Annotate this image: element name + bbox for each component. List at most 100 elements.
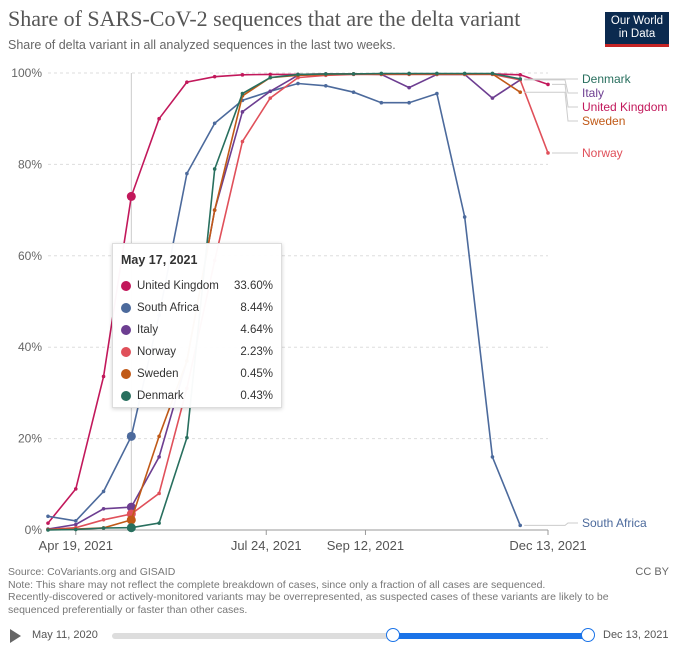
legend-dot-icon [121, 325, 131, 335]
chart-subtitle: Share of delta variant in all analyzed s… [8, 38, 396, 52]
data-point [157, 521, 161, 525]
tooltip-date: May 17, 2021 [121, 253, 198, 267]
tooltip-country: Italy [137, 324, 159, 336]
data-point [126, 515, 136, 525]
data-point [268, 96, 273, 100]
data-point [46, 528, 50, 532]
data-point [490, 96, 495, 100]
x-tick-label: Sep 12, 2021 [327, 538, 404, 553]
data-point [435, 91, 439, 96]
series-end-label: South Africa [582, 516, 647, 530]
timeline-track[interactable] [112, 633, 588, 639]
x-tick-label: Dec 13, 2021 [509, 538, 586, 553]
data-point [518, 90, 523, 94]
tooltip-row: Norway 2.23% [121, 341, 273, 363]
series-end-label: United Kingdom [582, 100, 667, 114]
y-tick-label: 40% [18, 340, 42, 354]
data-point [73, 527, 78, 532]
data-point [351, 90, 356, 94]
series-end-label: Denmark [582, 72, 632, 86]
y-tick-label: 80% [18, 157, 42, 171]
legend-dot-icon [121, 303, 131, 313]
data-point [185, 435, 189, 440]
data-point [101, 374, 106, 379]
timeline-start-handle[interactable] [385, 628, 400, 642]
data-point [157, 491, 161, 496]
data-point [101, 506, 106, 511]
logo-accent-bar [605, 44, 669, 47]
note-line-2: Recently-discovered or actively-monitore… [8, 591, 609, 603]
label-connector [524, 91, 578, 122]
data-point [157, 455, 161, 459]
tooltip-value: 0.45% [240, 368, 273, 380]
data-point [126, 523, 136, 533]
timeline-end-handle[interactable] [581, 628, 595, 642]
series-line [47, 72, 521, 531]
data-point [435, 71, 439, 76]
data-point [462, 215, 467, 219]
data-point [157, 434, 161, 439]
timeline-end-label: Dec 13, 2021 [603, 629, 669, 641]
timeline-start-label: May 11, 2020 [32, 629, 98, 641]
data-point [407, 71, 411, 76]
y-tick-label: 60% [18, 249, 42, 263]
line-chart: 0% 20% 40% 60% 80% 100% Apr 19, 2021 Jul 24, 20… [11, 66, 667, 553]
chart-title: Share of SARS-CoV-2 sequences that are t… [8, 6, 521, 31]
legend-dot-icon [121, 347, 131, 357]
data-point [46, 514, 50, 519]
data-point [240, 110, 245, 114]
data-point [323, 83, 328, 88]
data-point [268, 89, 273, 94]
tooltip-value: 33.60% [233, 280, 273, 292]
license-link[interactable]: CC BY [635, 566, 669, 578]
logo-line-2: in Data [618, 28, 656, 40]
data-point [185, 80, 189, 84]
data-point [296, 81, 300, 86]
data-point [157, 116, 161, 121]
data-point [296, 72, 300, 77]
x-tick-label: Jul 24, 2021 [231, 538, 302, 553]
data-point [212, 121, 217, 126]
data-point [490, 455, 495, 459]
data-point [546, 151, 550, 155]
tooltip-row: Italy 4.64% [121, 319, 273, 341]
data-point [240, 91, 245, 96]
data-point [126, 191, 136, 201]
data-point [101, 489, 106, 494]
data-point [379, 100, 384, 105]
data-point [212, 74, 217, 79]
tooltip-country: United Kingdom [137, 280, 219, 292]
label-connector [552, 83, 578, 108]
tooltip-row: Denmark 0.43% [121, 385, 273, 407]
source-text: Source: CoVariants.org and GISAID [8, 566, 176, 578]
label-connector [524, 522, 578, 526]
tooltip-country: Sweden [137, 368, 179, 380]
data-point [46, 521, 50, 525]
data-point [212, 208, 217, 212]
footer: Source: CoVariants.org and GISAID Note: … [8, 566, 670, 616]
data-point [407, 85, 411, 90]
data-point [101, 526, 106, 530]
tooltip-value: 8.44% [240, 302, 273, 314]
series-end-label: Norway [582, 146, 623, 160]
y-tick-label: 100% [11, 66, 42, 80]
data-point [407, 100, 411, 105]
tooltip-value: 0.43% [240, 390, 273, 402]
y-tick-label: 0% [25, 523, 43, 537]
x-tick-label: Apr 19, 2021 [39, 538, 113, 553]
series-end-label: Sweden [582, 114, 625, 128]
note-line-1: Note: This share may not reflect the com… [8, 578, 546, 591]
timeline: May 11, 2020 Dec 13, 2021 [0, 622, 681, 652]
tooltip-country: Norway [137, 346, 176, 358]
data-point [212, 167, 217, 171]
data-point [268, 72, 273, 77]
owid-logo[interactable]: Our World in Data [605, 12, 669, 44]
tooltip-row: South Africa 8.44% [121, 297, 273, 319]
data-point [73, 519, 78, 523]
play-icon[interactable] [10, 629, 21, 643]
legend-dot-icon [121, 369, 131, 379]
data-point [268, 75, 273, 80]
data-point [546, 82, 550, 87]
tooltip-row: Sweden 0.45% [121, 363, 273, 385]
tooltip-country: South Africa [137, 302, 200, 314]
